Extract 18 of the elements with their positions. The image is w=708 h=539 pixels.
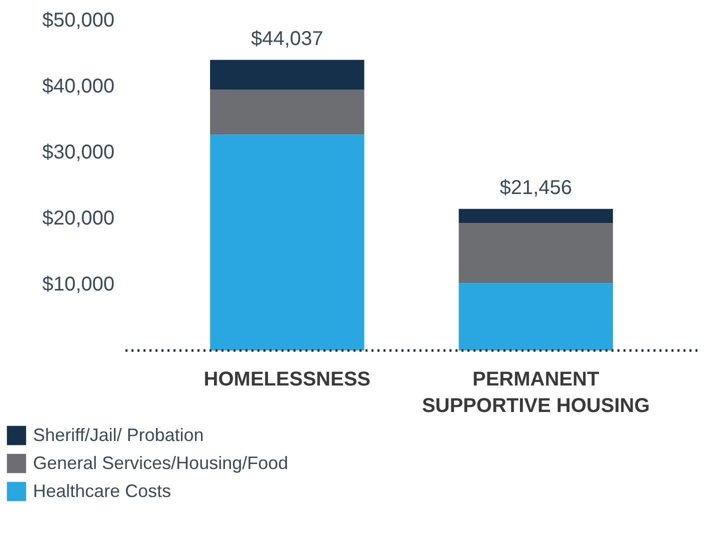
total-label: $21,456 [500, 176, 572, 199]
legend-label: Sheriff/Jail/ Probation [33, 424, 204, 446]
y-tick-label: $30,000 [42, 142, 114, 164]
bar [458, 283, 613, 350]
bar [210, 134, 364, 350]
bar [210, 90, 364, 135]
legend-label: General Services/Housing/Food [33, 452, 288, 474]
bar [458, 208, 613, 224]
legend-label: Healthcare Costs [33, 480, 172, 502]
total-label: $44,037 [251, 28, 324, 50]
x-tick-label: HOMELESSNESS [204, 368, 371, 390]
bar [458, 223, 613, 284]
bar [210, 60, 364, 90]
y-tick-label: $10,000 [42, 274, 114, 296]
y-tick-label: $40,000 [42, 76, 114, 98]
y-tick-label: $50,000 [42, 10, 114, 32]
y-tick-label: $20,000 [42, 208, 114, 230]
x-tick-label: PERMANENT SUPPORTIVE HOUSING [422, 368, 650, 417]
